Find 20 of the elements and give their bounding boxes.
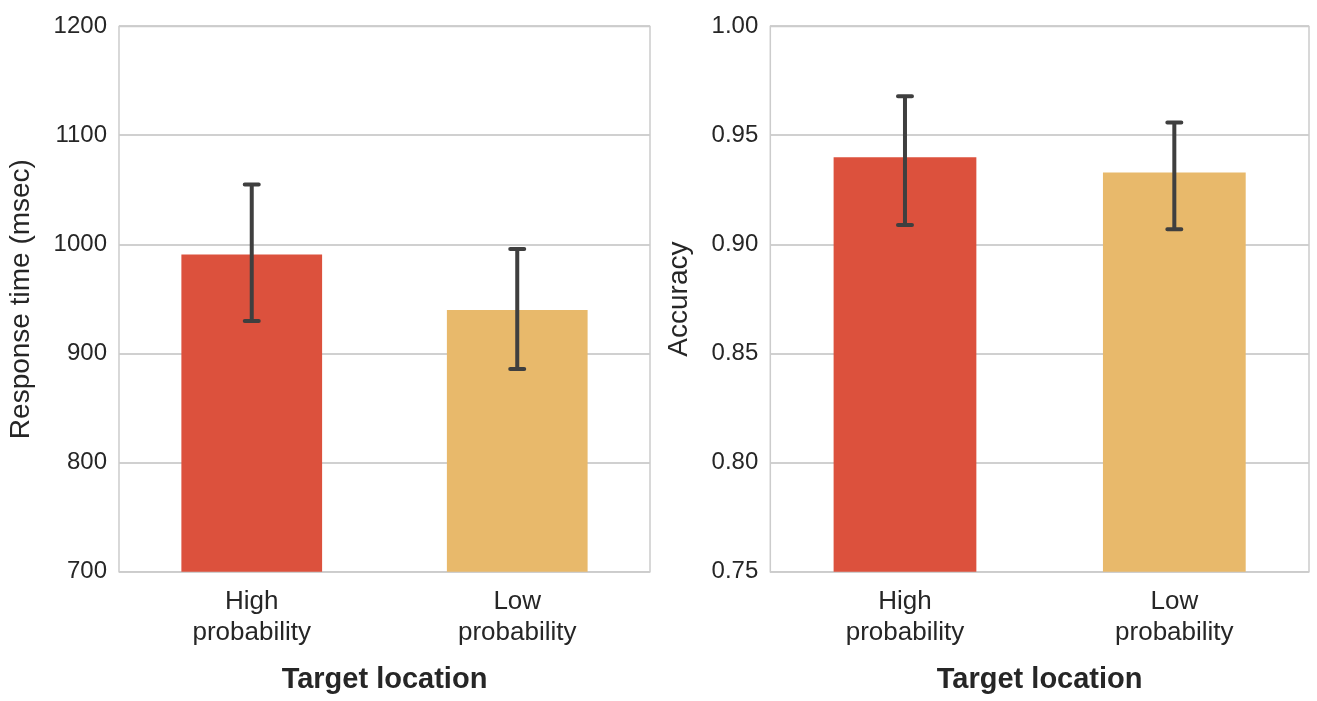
y-tick-label: 0.75: [711, 556, 759, 584]
y-axis-title: Accuracy: [661, 241, 693, 357]
y-axis-title: Response time (msec): [3, 159, 35, 440]
y-tick-label: 800: [66, 447, 107, 475]
y-tick-label: 0.80: [711, 447, 759, 475]
x-axis-title: Target location: [281, 661, 488, 694]
x-axis-title: Target location: [936, 661, 1143, 694]
y-tick-label: 1100: [55, 120, 107, 148]
y-tick-label: 1200: [53, 11, 107, 39]
y-tick-label: 0.90: [711, 229, 759, 257]
x-tick-label: Low probability: [457, 584, 577, 646]
x-tick-label: High probability: [192, 584, 311, 646]
y-tick-label: 1000: [53, 229, 107, 257]
y-tick-label: 900: [66, 338, 107, 366]
x-tick-label: Low probability: [1115, 584, 1234, 646]
y-tick-label: 1.00: [711, 11, 759, 39]
x-tick-label: High probability: [845, 584, 965, 646]
y-tick-label: 0.95: [711, 120, 759, 148]
y-tick-label: 0.85: [711, 338, 759, 366]
y-tick-label: 700: [66, 556, 107, 584]
